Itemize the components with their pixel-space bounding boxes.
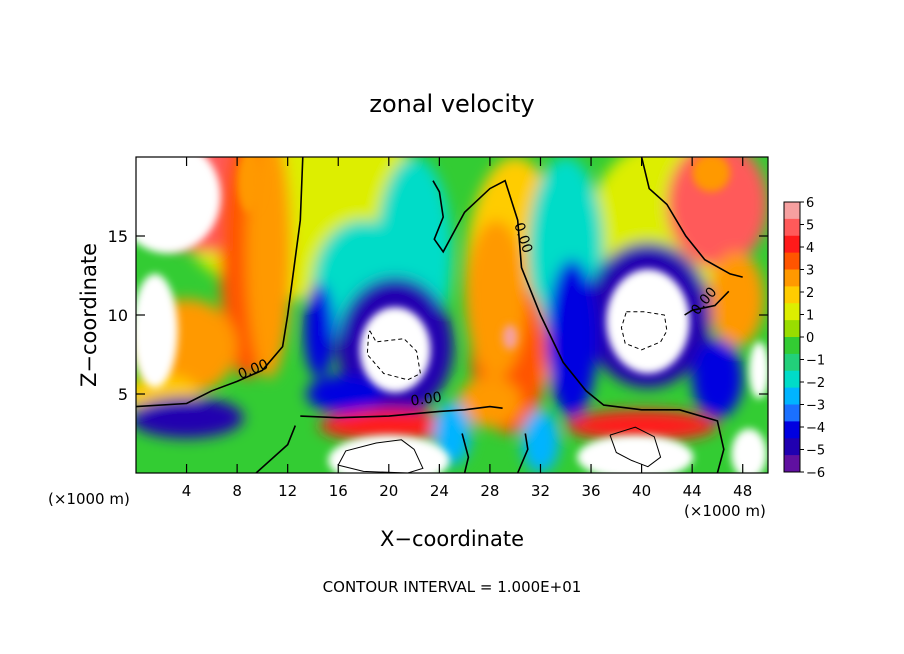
- colorbar-tick-label: −1: [806, 354, 825, 369]
- colorbar-tick-label: −6: [806, 466, 825, 481]
- contour-label-1: 0.00: [410, 389, 443, 409]
- colorbar-swatch: [784, 404, 800, 422]
- x-tick-label: 40: [632, 482, 651, 500]
- colorbar-tick-label: −3: [806, 399, 825, 414]
- y-axis-ticks: 5 10 15: [108, 227, 768, 404]
- negative-contour-0: [366, 330, 421, 381]
- colorbar: 6 5 4 3 2 1 0 −1 −2 −3 −4 −5 −6: [783, 196, 825, 481]
- x-tick-label: 16: [329, 482, 348, 500]
- x-tick-label: 36: [581, 482, 600, 500]
- x-tick-label: 20: [379, 482, 398, 500]
- colorbar-tick-label: 6: [806, 196, 814, 211]
- colorbar-swatch: [784, 286, 800, 304]
- field-region-19: [304, 283, 335, 379]
- x-unit-left: (×1000 m): [48, 490, 130, 508]
- y-tick-label: 15: [108, 227, 128, 246]
- velocity-field: [136, 157, 768, 473]
- x-tick-label: 48: [733, 482, 752, 500]
- field-region-27: [136, 157, 221, 254]
- x-tick-label: 44: [683, 482, 702, 500]
- colorbar-swatch: [784, 303, 800, 321]
- field-region-36: [237, 157, 263, 213]
- field-region-33: [731, 428, 767, 473]
- y-tick-label: 10: [108, 306, 128, 325]
- negative-contour-1: [620, 311, 668, 351]
- colorbar-tick-label: 2: [806, 286, 814, 301]
- field-region-20: [136, 397, 244, 439]
- field-region-15: [708, 251, 765, 347]
- chart-title: zonal velocity: [369, 90, 534, 118]
- zero-contour-4: [684, 290, 730, 316]
- field-region-13: [458, 376, 522, 428]
- x-tick-label: 28: [480, 482, 499, 500]
- y-tick-label: 5: [118, 385, 128, 404]
- colorbar-swatch: [784, 438, 800, 456]
- colorbar-swatch: [784, 353, 800, 372]
- x-tick-label: 4: [182, 482, 192, 500]
- field-region-28: [136, 273, 178, 388]
- zero-contour-0: [136, 157, 304, 408]
- field-region-29: [359, 307, 431, 393]
- zero-contour-6: [461, 433, 470, 473]
- field-region-37: [692, 157, 731, 192]
- zero-contour-2: [432, 179, 725, 473]
- colorbar-swatch: [784, 370, 800, 389]
- x-unit-right: (×1000 m): [684, 502, 766, 520]
- zero-contour-3: [640, 157, 743, 278]
- positive-contour-0: [337, 439, 424, 473]
- x-axis-label: X−coordinate: [380, 527, 524, 551]
- field-region-31: [328, 435, 450, 473]
- zero-contour-5: [255, 425, 297, 473]
- field-region-34: [749, 341, 768, 399]
- zero-contour-1: [300, 405, 503, 419]
- colorbar-tick-label: −4: [806, 421, 825, 436]
- colorbar-swatch: [784, 218, 800, 237]
- colorbar-tick-label: −5: [806, 444, 825, 459]
- colorbar-swatch: [784, 235, 800, 254]
- colorbar-tick-label: 1: [806, 309, 814, 324]
- field-region-21: [306, 375, 383, 413]
- colorbar-tick-label: −2: [806, 376, 825, 391]
- colorbar-swatch: [784, 337, 800, 355]
- field-region-25: [521, 409, 560, 473]
- field-region-23: [565, 409, 718, 442]
- zero-contour-7: [516, 433, 529, 473]
- colorbar-tick-label: 4: [806, 241, 814, 256]
- colorbar-tick-label: 0: [806, 331, 814, 346]
- colorbar-tick-label: 3: [806, 264, 814, 279]
- field-region-8: [245, 157, 292, 379]
- colorbar-swatch: [784, 269, 800, 287]
- x-tick-label: 8: [232, 482, 242, 500]
- contour-interval-footer: CONTOUR INTERVAL = 1.000E+01: [323, 578, 582, 596]
- colorbar-swatch: [784, 421, 800, 439]
- field-region-30: [606, 269, 690, 374]
- contour-lines: [136, 157, 743, 473]
- field-region-32: [577, 435, 694, 473]
- colorbar-swatch: [784, 320, 800, 338]
- plot-area: 0.000.000.000.00: [135, 156, 769, 474]
- y-axis-label: Z−coordinate: [77, 243, 101, 387]
- colorbar-tick-label: 5: [806, 219, 814, 234]
- field-region-14: [666, 157, 768, 268]
- colorbar-swatch: [784, 387, 800, 405]
- field-region-18: [546, 259, 598, 418]
- field-region-35: [502, 324, 518, 350]
- colorbar-swatch: [784, 455, 800, 473]
- colorbar-swatch: [784, 252, 800, 270]
- colorbar-swatch: [784, 202, 800, 220]
- x-axis-ticks: 4 8 12 16 20 24 28 32 36 40 44 48: [182, 157, 752, 500]
- field-region-26: [692, 338, 743, 418]
- x-tick-label: 12: [278, 482, 297, 500]
- positive-contour-1: [609, 426, 662, 468]
- x-tick-label: 32: [531, 482, 550, 500]
- x-tick-label: 24: [430, 482, 449, 500]
